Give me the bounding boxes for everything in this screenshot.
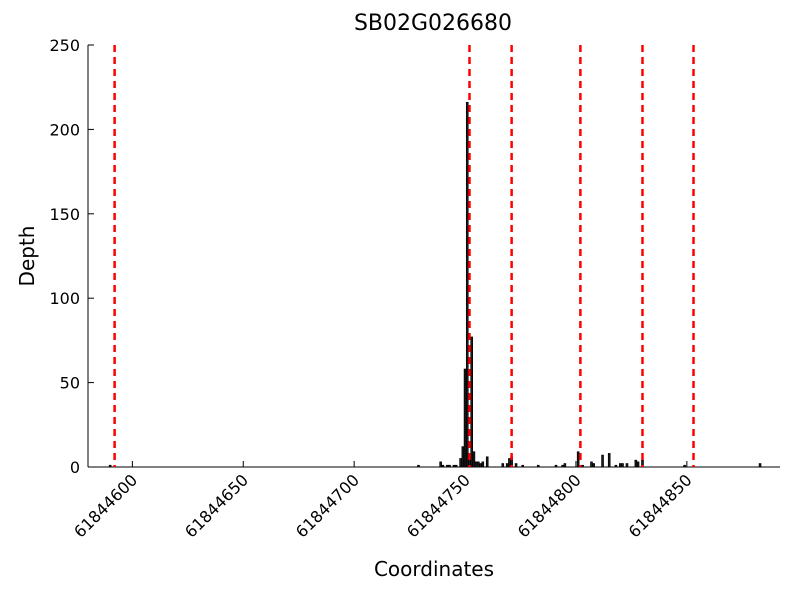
bar — [614, 464, 618, 468]
bar — [634, 459, 638, 468]
bar — [472, 451, 476, 468]
bar — [621, 463, 624, 468]
bar — [439, 461, 442, 468]
x-tick-label: 61844800 — [514, 470, 585, 541]
bar — [477, 461, 480, 468]
y-tick-label: 0 — [70, 458, 80, 477]
bar — [474, 461, 478, 468]
bar — [417, 464, 420, 468]
bar — [592, 463, 595, 468]
y-tick-label: 50 — [60, 374, 80, 393]
bar — [521, 464, 525, 468]
bar — [514, 463, 518, 468]
bar — [619, 463, 622, 468]
bar — [479, 463, 482, 468]
bar — [636, 461, 640, 468]
bar — [459, 458, 462, 468]
bar — [505, 463, 509, 468]
bar — [758, 463, 762, 468]
bar — [581, 464, 584, 468]
bar — [536, 464, 540, 468]
x-tick-label: 61844850 — [625, 470, 696, 541]
bar — [576, 451, 580, 468]
bar — [461, 446, 465, 468]
bar — [561, 464, 564, 468]
bar — [470, 336, 473, 468]
bar — [441, 464, 445, 468]
bar — [452, 464, 456, 468]
bar — [683, 464, 686, 468]
x-tick-label: 61844600 — [70, 470, 141, 541]
x-axis-label: Coordinates — [374, 557, 494, 581]
bar — [485, 456, 489, 468]
bar — [454, 464, 458, 468]
y-axis-label: Depth — [15, 226, 39, 287]
bar — [463, 368, 467, 468]
chart-title: SB02G026680 — [354, 11, 512, 36]
bar — [625, 463, 629, 468]
y-tick-label: 200 — [49, 120, 80, 139]
bar — [563, 463, 567, 468]
bar — [601, 454, 604, 468]
y-tick-label: 150 — [49, 205, 80, 224]
bar — [607, 453, 611, 468]
bar — [108, 464, 112, 468]
bar — [465, 101, 469, 468]
bar — [448, 464, 451, 468]
y-tick-label: 250 — [49, 36, 80, 55]
bar — [446, 464, 449, 468]
bar — [554, 464, 558, 468]
bar — [481, 461, 485, 468]
bar — [508, 458, 511, 468]
bar — [590, 461, 593, 468]
bar — [501, 463, 505, 468]
x-tick-label: 61844750 — [403, 470, 474, 541]
y-tick-label: 100 — [49, 289, 80, 308]
x-tick-label: 61844700 — [292, 470, 363, 541]
x-tick-label: 61844650 — [181, 470, 252, 541]
